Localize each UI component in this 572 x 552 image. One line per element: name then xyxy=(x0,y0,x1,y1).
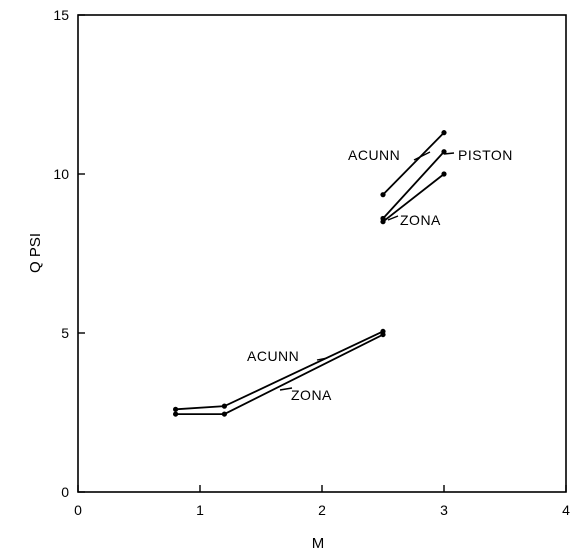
series-label-zona-high: ZONA xyxy=(400,212,441,228)
data-point xyxy=(441,171,447,177)
series-line-acunn-high xyxy=(382,132,445,196)
series-line-zona-high xyxy=(382,173,445,223)
series-label-zona-low: ZONA xyxy=(291,387,332,403)
data-point xyxy=(380,331,386,338)
x-tick-label: 0 xyxy=(74,502,82,518)
series-label-acunn-low: ACUNN xyxy=(247,348,299,364)
data-point xyxy=(441,149,447,155)
y-tick-label: 0 xyxy=(61,484,69,500)
x-tick-label: 3 xyxy=(440,502,448,518)
series-label-acunn-high: ACUNN xyxy=(348,147,400,163)
series-line-acunn-low xyxy=(175,330,384,411)
leader-acunn-high xyxy=(413,151,431,161)
plot-frame xyxy=(77,14,567,493)
x-tick-label: 4 xyxy=(562,502,570,518)
data-point xyxy=(173,411,179,417)
x-axis: 0 1 2 3 4 xyxy=(74,485,570,518)
y-axis-title: Q PSI xyxy=(27,233,44,273)
leader-zona-high xyxy=(387,215,399,221)
leader-piston-high xyxy=(443,152,455,155)
y-tick-label: 5 xyxy=(61,325,69,341)
data-point xyxy=(380,192,386,198)
y-axis: 0 5 10 15 xyxy=(53,7,85,500)
series-lines xyxy=(173,130,447,417)
series-line-piston-high xyxy=(382,151,445,220)
data-point xyxy=(221,403,227,409)
y-tick-label: 15 xyxy=(53,7,69,23)
data-point xyxy=(221,411,227,417)
x-tick-label: 2 xyxy=(318,502,326,518)
leader-acunn-low xyxy=(316,357,328,361)
x-axis-title: M xyxy=(312,535,325,552)
leader-zona-low xyxy=(279,387,293,391)
y-tick-label: 10 xyxy=(53,166,69,182)
data-point xyxy=(441,130,447,136)
series-label-piston-high: PISTON xyxy=(458,147,513,163)
x-tick-label: 1 xyxy=(196,502,204,518)
data-point xyxy=(173,406,179,412)
data-point xyxy=(380,219,386,225)
